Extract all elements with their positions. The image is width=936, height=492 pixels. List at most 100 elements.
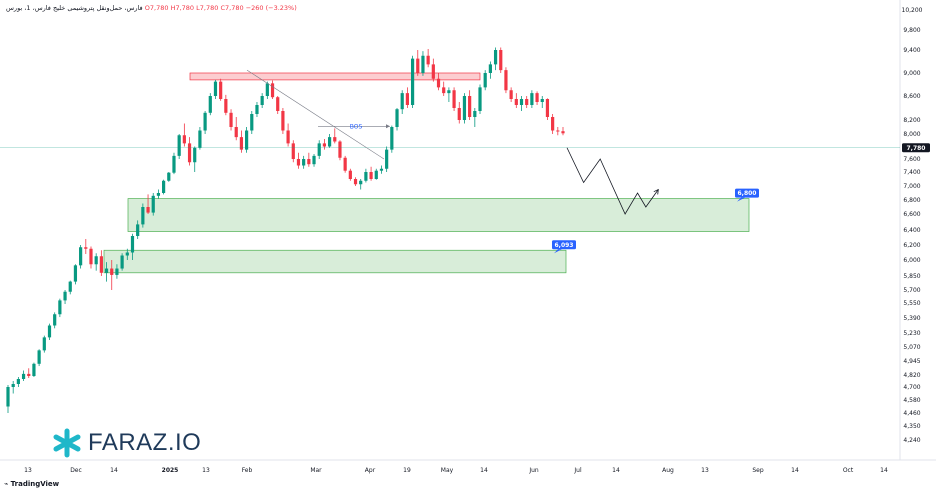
- candle-body: [250, 114, 254, 131]
- y-tick-label: 7,600: [903, 156, 920, 163]
- x-tick-label: May: [441, 467, 454, 474]
- candle-body: [11, 384, 15, 387]
- candle: [410, 55, 415, 108]
- candle: [561, 127, 565, 136]
- x-tick-label: 14: [880, 467, 888, 474]
- candle-body: [535, 93, 539, 102]
- candle: [234, 117, 238, 141]
- candle-body: [73, 265, 78, 282]
- candle-body: [436, 78, 441, 88]
- candle-body: [270, 83, 275, 98]
- candle: [99, 250, 103, 276]
- y-tick-label: 5,700: [903, 287, 920, 294]
- x-tick-label: 13: [701, 467, 709, 474]
- x-tick-label: 2025: [162, 467, 179, 474]
- x-tick-label: Dec: [70, 467, 82, 474]
- candle: [79, 245, 83, 269]
- candle-body: [239, 137, 244, 150]
- bos-arrow-icon: [386, 124, 390, 129]
- candle-body: [478, 87, 482, 111]
- candle: [203, 111, 207, 134]
- candle: [213, 79, 218, 99]
- time-axis[interactable]: 13 Dec 14 2025 13 Feb Mar Apr 19 May 14 Jun Jul 14 Aug…: [24, 467, 888, 474]
- candle: [89, 246, 93, 269]
- candle: [167, 172, 171, 182]
- y-tick-label: 5,550: [903, 300, 920, 307]
- candle-body: [545, 99, 550, 117]
- candle-body: [525, 99, 529, 105]
- candle-body: [42, 337, 46, 351]
- candle-body: [296, 159, 301, 166]
- x-tick-label: 14: [480, 467, 488, 474]
- candle: [493, 47, 498, 71]
- candle-body: [37, 350, 41, 364]
- x-tick-label: Feb: [242, 467, 253, 474]
- x-tick-label: Mar: [310, 467, 322, 474]
- price-axis[interactable]: 10,200 9,800 9,400 9,000 8,600 8,200 8,000 7,60…: [902, 7, 923, 444]
- y-tick-label: 10,200: [902, 7, 923, 14]
- candle-body: [530, 93, 534, 105]
- zone-price-label-text: 6,800: [738, 190, 757, 197]
- candle: [141, 203, 145, 228]
- candle-body: [219, 81, 223, 99]
- candle-body: [540, 99, 544, 102]
- x-tick-label: 14: [612, 467, 620, 474]
- x-tick-label: 13: [24, 467, 32, 474]
- demand-zone: [103, 249, 567, 274]
- candle-body: [172, 155, 176, 173]
- candle: [348, 168, 352, 181]
- zone-price-label-pointer: [554, 249, 562, 254]
- x-tick-label: Apr: [365, 467, 376, 474]
- candle-body: [198, 130, 202, 148]
- y-tick-label: 4,240: [903, 437, 920, 444]
- candle-body: [395, 109, 399, 127]
- candle-body: [359, 180, 363, 185]
- candle-body: [519, 99, 524, 105]
- candle-body: [146, 207, 150, 213]
- candle-body: [556, 130, 560, 132]
- candle-body: [162, 180, 166, 193]
- candle: [250, 111, 254, 134]
- candle: [177, 134, 181, 159]
- candle-body: [125, 252, 129, 256]
- candle-body: [27, 373, 31, 376]
- candle-body: [265, 83, 269, 96]
- x-tick-label: Oct: [843, 467, 854, 474]
- candle: [545, 98, 550, 120]
- candle: [400, 90, 404, 114]
- candle-body: [136, 224, 140, 236]
- x-tick-label: Aug: [662, 467, 674, 474]
- candle: [379, 165, 384, 174]
- candle: [260, 93, 264, 108]
- projection-path: [566, 147, 659, 215]
- candle: [68, 280, 72, 295]
- candle-body: [452, 90, 456, 108]
- candle: [442, 81, 446, 96]
- candle: [11, 381, 15, 394]
- trendline: [246, 69, 385, 160]
- y-tick-label: 9,800: [903, 27, 920, 34]
- candle: [172, 152, 176, 175]
- low-value: L7,780: [196, 4, 219, 12]
- candle-body: [187, 143, 192, 163]
- x-tick-label: 19: [403, 467, 411, 474]
- candle: [385, 146, 389, 172]
- candle: [16, 377, 20, 387]
- candle: [359, 179, 363, 190]
- candle-body: [514, 99, 518, 105]
- y-tick-label: 9,000: [903, 70, 920, 77]
- tradingview-logo[interactable]: ⌁ TradingView: [4, 480, 59, 488]
- candle: [229, 109, 233, 131]
- candle-body: [151, 195, 155, 213]
- x-tick-label: Jun: [528, 467, 539, 474]
- y-tick-label: 5,850: [903, 273, 920, 280]
- candle: [21, 370, 26, 381]
- candle-body: [156, 193, 161, 196]
- candle-body: [286, 130, 290, 144]
- candle-body: [426, 55, 430, 65]
- candle-body: [348, 170, 352, 179]
- candle: [239, 130, 244, 153]
- candle-body: [338, 141, 342, 158]
- candle-body: [213, 81, 218, 96]
